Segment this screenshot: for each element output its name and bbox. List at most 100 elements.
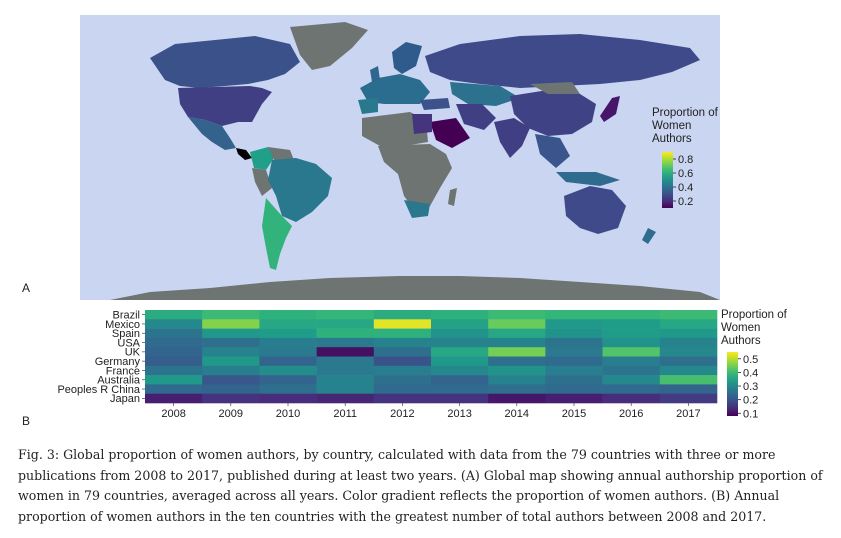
- land-north-africa: [362, 112, 428, 146]
- heatmap-cell: [259, 384, 317, 394]
- heatmap-cell: [373, 347, 432, 357]
- heatmap-cell: [602, 393, 661, 404]
- heatmap-cell: [488, 328, 546, 339]
- heatmap-y-tick-label: Mexico: [105, 319, 140, 331]
- heatmap-y-axis: BrazilMexicoSpainUSAUKGermanyFranceAustr…: [57, 309, 145, 405]
- map-legend-tick-label: 0.4: [678, 182, 693, 194]
- land-central-africa: [378, 144, 452, 212]
- land-turkey: [420, 98, 450, 110]
- heatmap-cell: [659, 356, 718, 367]
- land-iberia: [358, 98, 378, 114]
- heatmap-cell: [145, 365, 203, 376]
- land-new-zealand: [642, 228, 656, 244]
- map-legend-colorbar: [662, 152, 673, 208]
- heatmap-cell: [202, 375, 260, 385]
- heatmap-cell: [431, 328, 489, 339]
- heatmap-cell: [145, 375, 203, 385]
- heatmap-cell: [202, 319, 260, 329]
- heatmap-cell: [202, 384, 260, 394]
- heatmap-cell: [259, 328, 317, 339]
- heatmap-cell: [545, 356, 603, 367]
- heatmap-x-tick-label: 2016: [619, 408, 643, 420]
- heatmap-cell: [545, 328, 603, 339]
- heatmap-cell: [659, 347, 718, 357]
- heatmap-cell: [431, 310, 489, 320]
- heatmap-x-tick-label: 2014: [505, 408, 529, 420]
- heatmap-cells: [145, 310, 718, 404]
- heatmap-legend-tick-label: 0.3: [743, 381, 758, 393]
- land-europe: [360, 74, 430, 104]
- heatmap-x-tick-label: 2011: [333, 408, 357, 420]
- land-scandinavia: [392, 42, 422, 74]
- heatmap-cell: [659, 393, 718, 404]
- heatmap-cell: [488, 347, 546, 357]
- heatmap-cell: [145, 310, 203, 320]
- heatmap-legend-colorbar: [727, 352, 738, 416]
- heatmap-x-tick-label: 2013: [447, 408, 471, 420]
- heatmap-cell: [373, 384, 432, 394]
- heatmap-cell: [488, 319, 546, 329]
- heatmap-cell: [602, 337, 661, 348]
- heatmap-cell: [259, 347, 317, 357]
- heatmap-legend-tick-label: 0.5: [743, 354, 758, 366]
- heatmap-cell: [488, 310, 546, 320]
- heatmap-cell: [373, 310, 432, 320]
- heatmap-cell: [259, 319, 317, 329]
- country-argentina: [262, 198, 292, 270]
- map-legend-title-line: Proportion of: [652, 107, 719, 119]
- heatmap-cell: [373, 337, 432, 348]
- heatmap-cell: [316, 393, 375, 404]
- heatmap-cell: [202, 365, 260, 376]
- country-japan: [600, 96, 620, 122]
- heatmap-x-tick-label: 2009: [219, 408, 243, 420]
- country-brazil: [268, 158, 332, 222]
- heatmap-y-tick-label: Peoples R China: [57, 384, 140, 396]
- heatmap-cell: [431, 365, 489, 376]
- heatmap-cell: [545, 384, 603, 394]
- heatmap-cell: [602, 375, 661, 385]
- country-australia: [564, 186, 626, 234]
- heatmap-cell: [488, 375, 546, 385]
- heatmap-y-tick-label: UK: [125, 347, 141, 359]
- heatmap-cell: [259, 365, 317, 376]
- heatmap-cell: [373, 319, 432, 329]
- heatmap-cell: [488, 337, 546, 348]
- heatmap-cell: [431, 356, 489, 367]
- heatmap-legend-tick-label: 0.4: [743, 367, 758, 379]
- heatmap-x-tick-label: 2008: [161, 408, 185, 420]
- heatmap-cell: [202, 337, 260, 348]
- heatmap-cell: [488, 356, 546, 367]
- heatmap-cell: [202, 356, 260, 367]
- heatmap-x-axis: 2008 2009 2010 2011 2012 2013 2014 2015 2016 2017: [161, 403, 701, 420]
- heatmap-cell: [545, 347, 603, 357]
- land-mongolia: [530, 82, 580, 94]
- panel-b-label: B: [22, 414, 30, 428]
- heatmap-cell: [431, 384, 489, 394]
- country-south-africa: [404, 200, 430, 218]
- heatmap-cell: [659, 384, 718, 394]
- heatmap-cell: [602, 328, 661, 339]
- heatmap-cell: [545, 393, 603, 404]
- country-usa: [178, 86, 272, 126]
- heatmap-cell: [373, 328, 432, 339]
- heatmap-cell: [373, 393, 432, 404]
- heatmap-cell: [316, 356, 375, 367]
- heatmap-x-tick-label: 2012: [390, 408, 414, 420]
- heatmap-cell: [259, 337, 317, 348]
- heatmap-cell: [373, 356, 432, 367]
- heatmap-cell: [202, 328, 260, 339]
- country-russia: [425, 34, 700, 88]
- heatmap-legend-title-line: Proportion of: [721, 309, 788, 321]
- heatmap-cell: [316, 384, 375, 394]
- heatmap-cell: [373, 375, 432, 385]
- heatmap-cell: [316, 328, 375, 339]
- land-antarctica: [110, 276, 720, 300]
- country-iran: [456, 104, 496, 130]
- land-central-america: [236, 148, 252, 160]
- heatmap-cell: [602, 356, 661, 367]
- heatmap-cell: [488, 365, 546, 376]
- map-legend-title-line: Women: [652, 120, 691, 132]
- figure: A Proportion ofWomenAuthors0.80.60.40.2 …: [22, 15, 788, 428]
